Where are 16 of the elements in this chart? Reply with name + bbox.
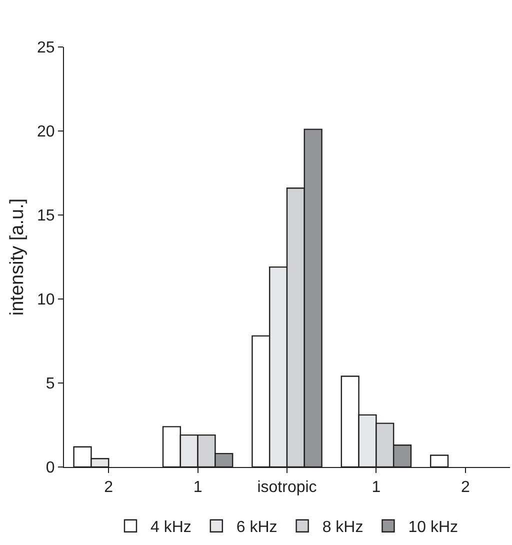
y-tick-label: 15	[37, 208, 55, 225]
x-tick-label: isotropic	[257, 479, 317, 496]
y-tick-label: 25	[37, 40, 55, 57]
legend-label: 4 kHz	[150, 519, 192, 536]
legend-label: 6 kHz	[236, 519, 278, 536]
y-tick-label: 5	[46, 376, 55, 393]
y-tick-label: 10	[37, 292, 55, 309]
x-tick-label: 2	[104, 479, 114, 496]
x-tick-label: 1	[372, 479, 381, 496]
y-axis-title: intensity [a.u.]	[6, 198, 28, 316]
y-tick-label: 0	[46, 460, 55, 477]
legend-label: 10 kHz	[408, 519, 458, 536]
x-tick-label: 2	[460, 479, 470, 496]
legend-label: 8 kHz	[322, 519, 364, 536]
y-tick-label: 20	[37, 124, 55, 141]
x-tick-label: 1	[193, 479, 202, 496]
